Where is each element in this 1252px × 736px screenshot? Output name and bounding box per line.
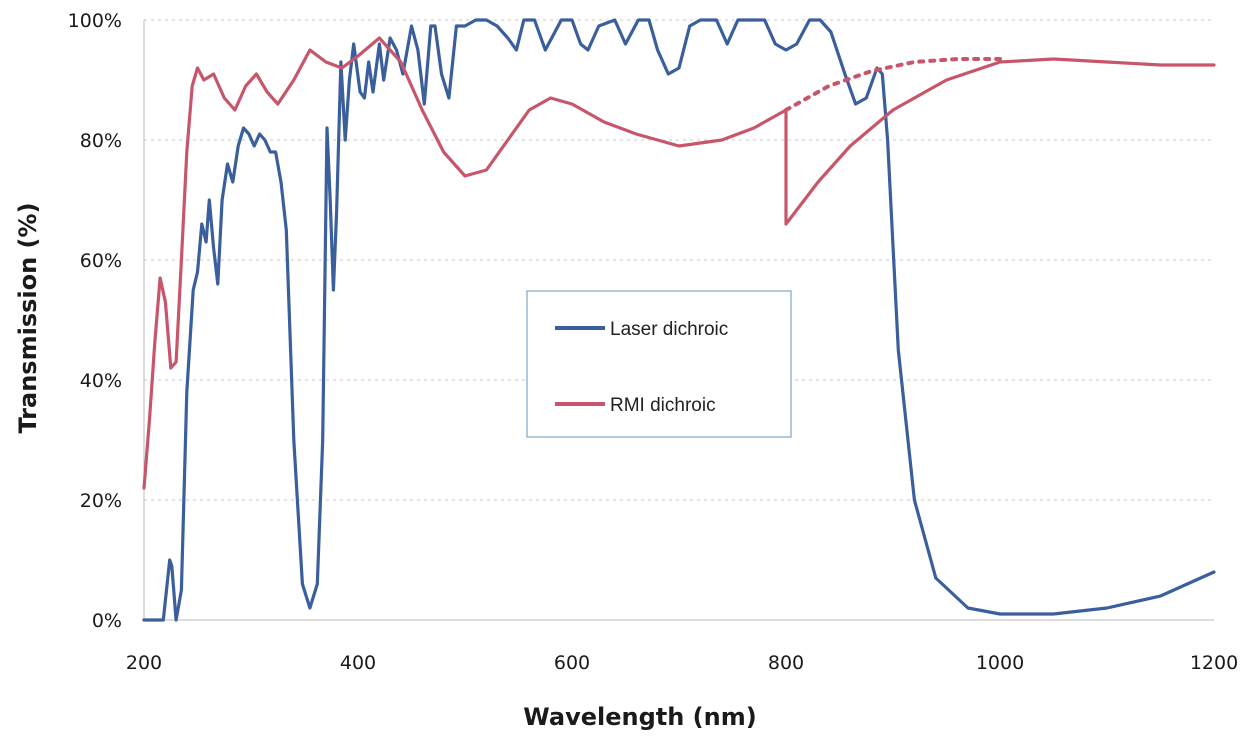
legend: Laser dichroic RMI dichroic [526,290,792,438]
y-tick-label: 100% [68,10,122,32]
x-axis-title: Wavelength (nm) [523,703,756,731]
series-line-rmi-dichroic [142,36,1216,490]
legend-label-rmi-dichroic: RMI dichroic [610,395,716,416]
y-tick-label: 60% [80,250,122,272]
y-tick-label: 40% [80,370,122,392]
x-tick-label: 200 [126,652,162,674]
x-tick-label: 1000 [976,652,1024,674]
x-tick-label: 1200 [1190,652,1238,674]
y-tick-label: 80% [80,130,122,152]
series-lines [142,18,1216,622]
legend-label-laser-dichroic: Laser dichroic [610,319,728,340]
x-tick-label: 600 [554,652,590,674]
y-axis-title: Transmission (%) [14,202,42,433]
y-tick-labels: 0% 20% 40% 60% 80% 100% [68,10,122,632]
x-tick-labels: 200 400 600 800 1000 1200 [126,652,1238,674]
legend-box [526,290,792,438]
series-line-laser-dichroic [142,18,1216,622]
x-tick-label: 800 [768,652,804,674]
y-tick-label: 0% [92,610,122,632]
series-dotted-rmi-dichroic [784,57,1002,112]
y-tick-label: 20% [80,490,122,512]
x-tick-label: 400 [340,652,376,674]
axes [143,20,1214,621]
